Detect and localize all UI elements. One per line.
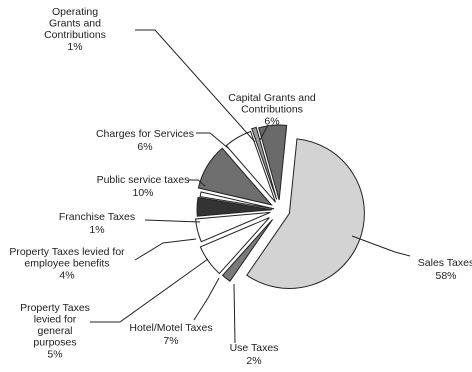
- slice-label-franchise: Franchise Taxes 1%: [59, 211, 135, 236]
- slice-label-line: employee benefits: [24, 258, 109, 270]
- pie-slice-use: [221, 219, 273, 282]
- slice-label-line: Hotel/Motel Taxes: [129, 322, 212, 334]
- slice-percent-franchise: 1%: [89, 224, 104, 236]
- slice-label-capgrants: Capital Grants and Contributions 6%: [228, 92, 316, 128]
- leader-lines: [90, 29, 411, 344]
- pie-slice-propemp: [196, 196, 273, 217]
- slice-labels: Sales Taxes 58% Use Taxes 2% Hotel/Motel Tax…: [9, 6, 472, 367]
- slice-label-line: Property Taxes: [20, 302, 90, 314]
- pie-slice-charges: [225, 130, 276, 203]
- slice-label-line: Contributions: [44, 29, 106, 41]
- leader-line-sales: [351, 235, 411, 257]
- pie-slice-propgen: [195, 211, 271, 243]
- slice-label-public: Public service taxes 10%: [97, 174, 190, 199]
- slice-label-line: Grants and: [49, 18, 101, 30]
- slice-label-line: levied for: [34, 314, 77, 326]
- pie-slices: [195, 124, 365, 289]
- leader-line-opgrants: [135, 29, 256, 143]
- slice-label-line: general: [37, 325, 72, 337]
- pie-slice-opgrants: [251, 126, 278, 200]
- leader-line-public: [188, 179, 206, 187]
- slice-label-charges: Charges for Services 6%: [96, 128, 194, 153]
- leader-line-use: [233, 283, 236, 344]
- slice-label-line: Capital Grants and: [228, 92, 316, 104]
- pie-slice-public: [197, 147, 273, 206]
- leader-line-franchise: [144, 219, 201, 223]
- slice-percent-propgen: 5%: [47, 349, 62, 361]
- slice-label-line: purposes: [33, 337, 76, 349]
- leader-line-propgen: [90, 258, 209, 323]
- slice-percent-public: 10%: [132, 187, 153, 199]
- pie-slice-franchise: [199, 191, 275, 210]
- pie-slice-capgrants: [258, 124, 288, 201]
- leader-line-hotel: [193, 277, 220, 321]
- slice-label-line: Franchise Taxes: [59, 211, 135, 223]
- leader-line-propemp: [134, 238, 197, 261]
- slice-label-propgen: Property Taxes levied for general purposes 5…: [20, 302, 90, 361]
- leader-line-capgrants: [259, 124, 269, 141]
- pie-slice-hotel: [199, 217, 270, 275]
- slice-label-use: Use Taxes 2%: [230, 342, 279, 367]
- slice-percent-charges: 6%: [137, 141, 152, 153]
- slice-label-line: Property Taxes levied for: [9, 246, 125, 258]
- slice-percent-capgrants: 6%: [264, 116, 279, 128]
- slice-percent-opgrants: 1%: [67, 41, 82, 53]
- slice-percent-propemp: 4%: [59, 270, 74, 282]
- slice-label-line: Contributions: [241, 104, 303, 116]
- slice-label-line: Sales Taxes: [418, 257, 472, 269]
- leader-line-charges: [196, 132, 229, 149]
- slice-label-line: Charges for Services: [96, 128, 194, 140]
- slice-label-sales: Sales Taxes 58%: [418, 257, 472, 282]
- slice-percent-use: 2%: [246, 355, 261, 367]
- slice-label-line: Use Taxes: [230, 342, 279, 354]
- slice-percent-hotel: 7%: [163, 335, 178, 347]
- slice-label-line: Operating: [52, 6, 98, 18]
- slice-label-opgrants: Operating Grants and Contributions 1%: [44, 6, 106, 53]
- slice-label-propemp: Property Taxes levied for employee benefi…: [9, 246, 125, 282]
- slice-label-line: Public service taxes: [97, 174, 190, 186]
- slice-label-hotel: Hotel/Motel Taxes 7%: [129, 322, 212, 347]
- slice-percent-sales: 58%: [435, 270, 456, 282]
